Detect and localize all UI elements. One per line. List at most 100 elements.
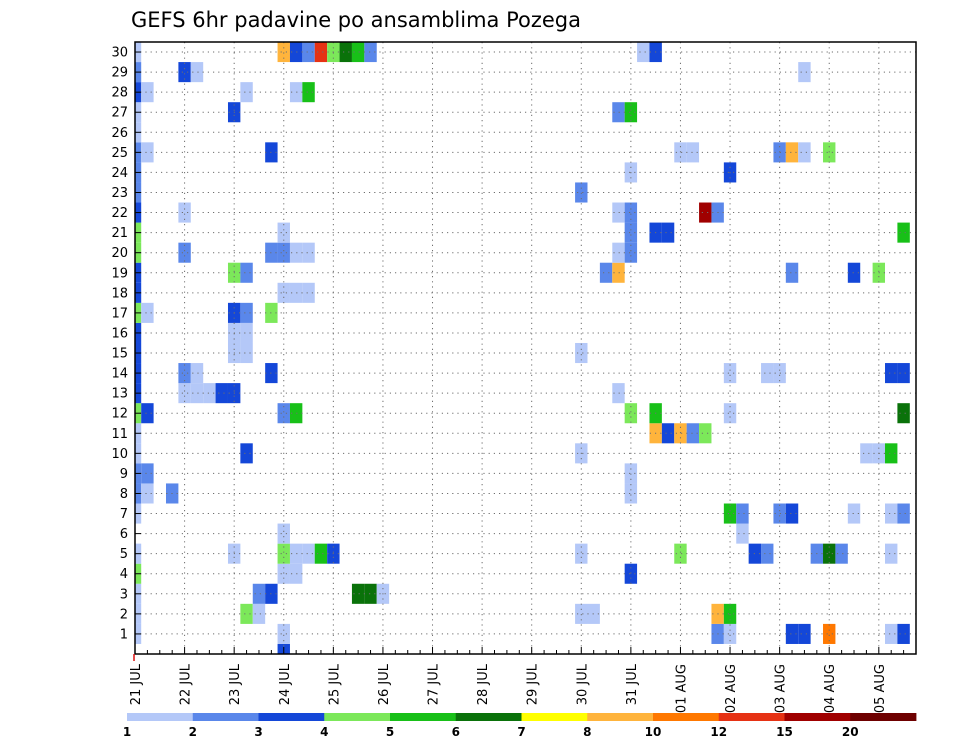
heatmap-cell <box>723 363 737 384</box>
heatmap-cell <box>289 543 303 564</box>
heatmap-cell <box>277 543 290 564</box>
heatmap-cell <box>178 202 191 223</box>
chart-title: GEFS 6hr padavine po ansamblima Pozega <box>131 8 581 32</box>
heatmap-cell <box>823 623 836 644</box>
heatmap-cell <box>351 42 365 63</box>
heatmap-cell <box>141 483 154 504</box>
heatmap-cells <box>135 42 910 654</box>
x-tick-label: 28 JUL <box>476 663 491 705</box>
heatmap-cell <box>302 242 315 263</box>
heatmap-cell <box>885 543 898 564</box>
heatmap-cell <box>761 363 774 384</box>
heatmap-cell <box>699 423 712 444</box>
colorbar-swatch <box>455 713 522 721</box>
y-tick-label: 5 <box>120 547 128 562</box>
plot-frame <box>134 41 917 655</box>
y-tick-label: 24 <box>111 166 128 181</box>
heatmap-cell <box>575 182 588 203</box>
heatmap-cell <box>823 543 836 564</box>
colorbar-swatch <box>784 713 851 721</box>
heatmap-cell <box>240 302 253 323</box>
y-tick-label: 26 <box>111 126 128 141</box>
colorbar-label: 2 <box>189 725 197 739</box>
y-tick-label: 14 <box>111 367 128 382</box>
heatmap-cell <box>723 403 737 424</box>
heatmap-cell <box>289 403 303 424</box>
x-tick-label: 29 JUL <box>526 663 541 705</box>
heatmap-cell <box>277 42 290 63</box>
heatmap-cell <box>674 423 687 444</box>
heatmap-cell <box>277 623 290 644</box>
y-axis-ensemble-members: 1234567891011121314151617181920212223242… <box>111 46 141 642</box>
heatmap-cell <box>364 42 377 63</box>
colorbar-swatch <box>258 713 325 721</box>
heatmap-cell <box>277 282 290 303</box>
y-tick-label: 22 <box>111 206 128 221</box>
colorbar-swatch <box>521 713 588 721</box>
heatmap-cell <box>637 42 650 63</box>
heatmap-cell <box>252 603 266 624</box>
heatmap-cell <box>785 142 799 163</box>
heatmap-cell <box>624 222 638 243</box>
x-tick-label: 02 AUG <box>724 664 739 713</box>
y-tick-label: 15 <box>111 347 128 362</box>
y-tick-label: 12 <box>111 407 128 422</box>
heatmap-cell <box>141 82 154 103</box>
colorbar-label: 7 <box>517 725 525 739</box>
x-tick-label: 21 JUL <box>129 663 144 705</box>
x-tick-label: 27 JUL <box>427 663 442 705</box>
y-tick-label: 30 <box>111 46 128 61</box>
heatmap-cell <box>240 322 253 343</box>
heatmap-cell <box>240 342 253 364</box>
heatmap-cell <box>314 42 328 63</box>
heatmap-cell <box>190 363 204 384</box>
heatmap-cell <box>612 102 625 123</box>
heatmap-cell <box>847 503 861 524</box>
heatmap-cell <box>302 82 315 103</box>
heatmap-cell <box>885 623 898 644</box>
heatmap-cell <box>277 242 290 263</box>
colorbar-swatch <box>127 713 194 721</box>
heatmap-cell <box>674 543 687 564</box>
heatmap-cell <box>364 583 377 604</box>
heatmap-cell <box>686 142 700 163</box>
heatmap-cell <box>723 603 737 624</box>
heatmap-cell <box>277 403 290 424</box>
x-tick-label: 01 AUG <box>674 664 689 713</box>
heatmap-cell <box>785 623 799 644</box>
colorbar-label: 10 <box>645 725 662 739</box>
y-tick-label: 17 <box>111 306 128 321</box>
heatmap-cell <box>575 342 588 364</box>
heatmap-cell <box>141 463 154 484</box>
heatmap-cell <box>736 503 749 524</box>
heatmap-cell <box>612 383 625 404</box>
heatmap-cell <box>240 82 253 103</box>
x-tick-label: 03 AUG <box>774 664 789 713</box>
heatmap-cell <box>897 503 910 524</box>
y-tick-label: 16 <box>111 326 128 341</box>
heatmap-cell <box>141 142 154 163</box>
heatmap-cell <box>190 62 204 83</box>
heatmap-cell <box>289 42 303 63</box>
y-tick-label: 27 <box>111 106 128 121</box>
y-tick-label: 1 <box>120 627 128 642</box>
colorbar-label: 15 <box>776 725 793 739</box>
heatmap-cell <box>624 102 638 123</box>
heatmap-cell <box>736 523 749 544</box>
x-axis-dates: 21 JUL 22 JUL 23 JUL 24 JUL 25 JUL 26 JUL 27 J… <box>129 647 917 713</box>
colorbar-swatch <box>390 713 457 721</box>
colorbar-swatch <box>653 713 720 721</box>
colorbar-label: 1 <box>123 725 131 739</box>
heatmap-cell <box>277 222 290 243</box>
colorbar-label: 4 <box>320 725 328 739</box>
heatmap-cell <box>835 543 848 564</box>
y-tick-label: 2 <box>120 607 128 622</box>
heatmap-cell <box>897 623 910 644</box>
y-tick-label: 7 <box>120 507 128 522</box>
y-tick-label: 19 <box>111 266 128 281</box>
y-tick-label: 6 <box>120 527 128 542</box>
colorbar-label: 12 <box>710 725 727 739</box>
heatmap-cell <box>723 503 737 524</box>
y-tick-label: 11 <box>111 427 128 442</box>
